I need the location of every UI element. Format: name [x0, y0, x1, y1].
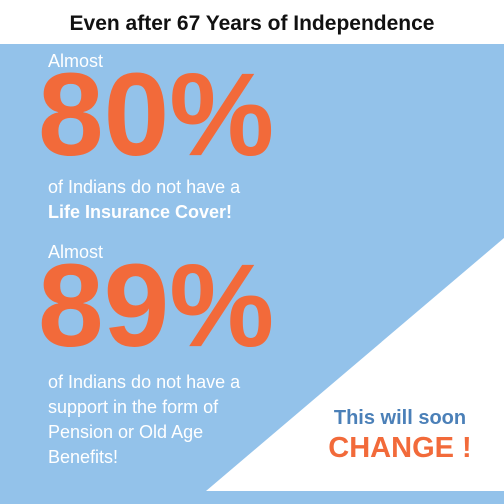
title: Even after 67 Years of Independence	[70, 12, 435, 35]
stat-text: of Indians do not have a	[48, 177, 241, 197]
header-band	[0, 0, 504, 44]
stat-text: of Indians do not have a	[48, 372, 241, 392]
callout-emphasis: CHANGE !	[328, 432, 471, 464]
callout-line: This will soon	[334, 407, 466, 429]
lead: Almost	[48, 51, 103, 71]
callout-triangle	[206, 238, 504, 491]
big-figure: 89%	[38, 240, 274, 372]
big-figure: 80%	[38, 49, 274, 181]
lead: Almost	[48, 242, 103, 262]
stat-text: support in the form of	[48, 397, 219, 417]
stat-text: Life Insurance Cover!	[48, 202, 232, 222]
stat-text: Pension or Old Age	[48, 422, 203, 442]
stat-text: Benefits!	[48, 447, 118, 467]
